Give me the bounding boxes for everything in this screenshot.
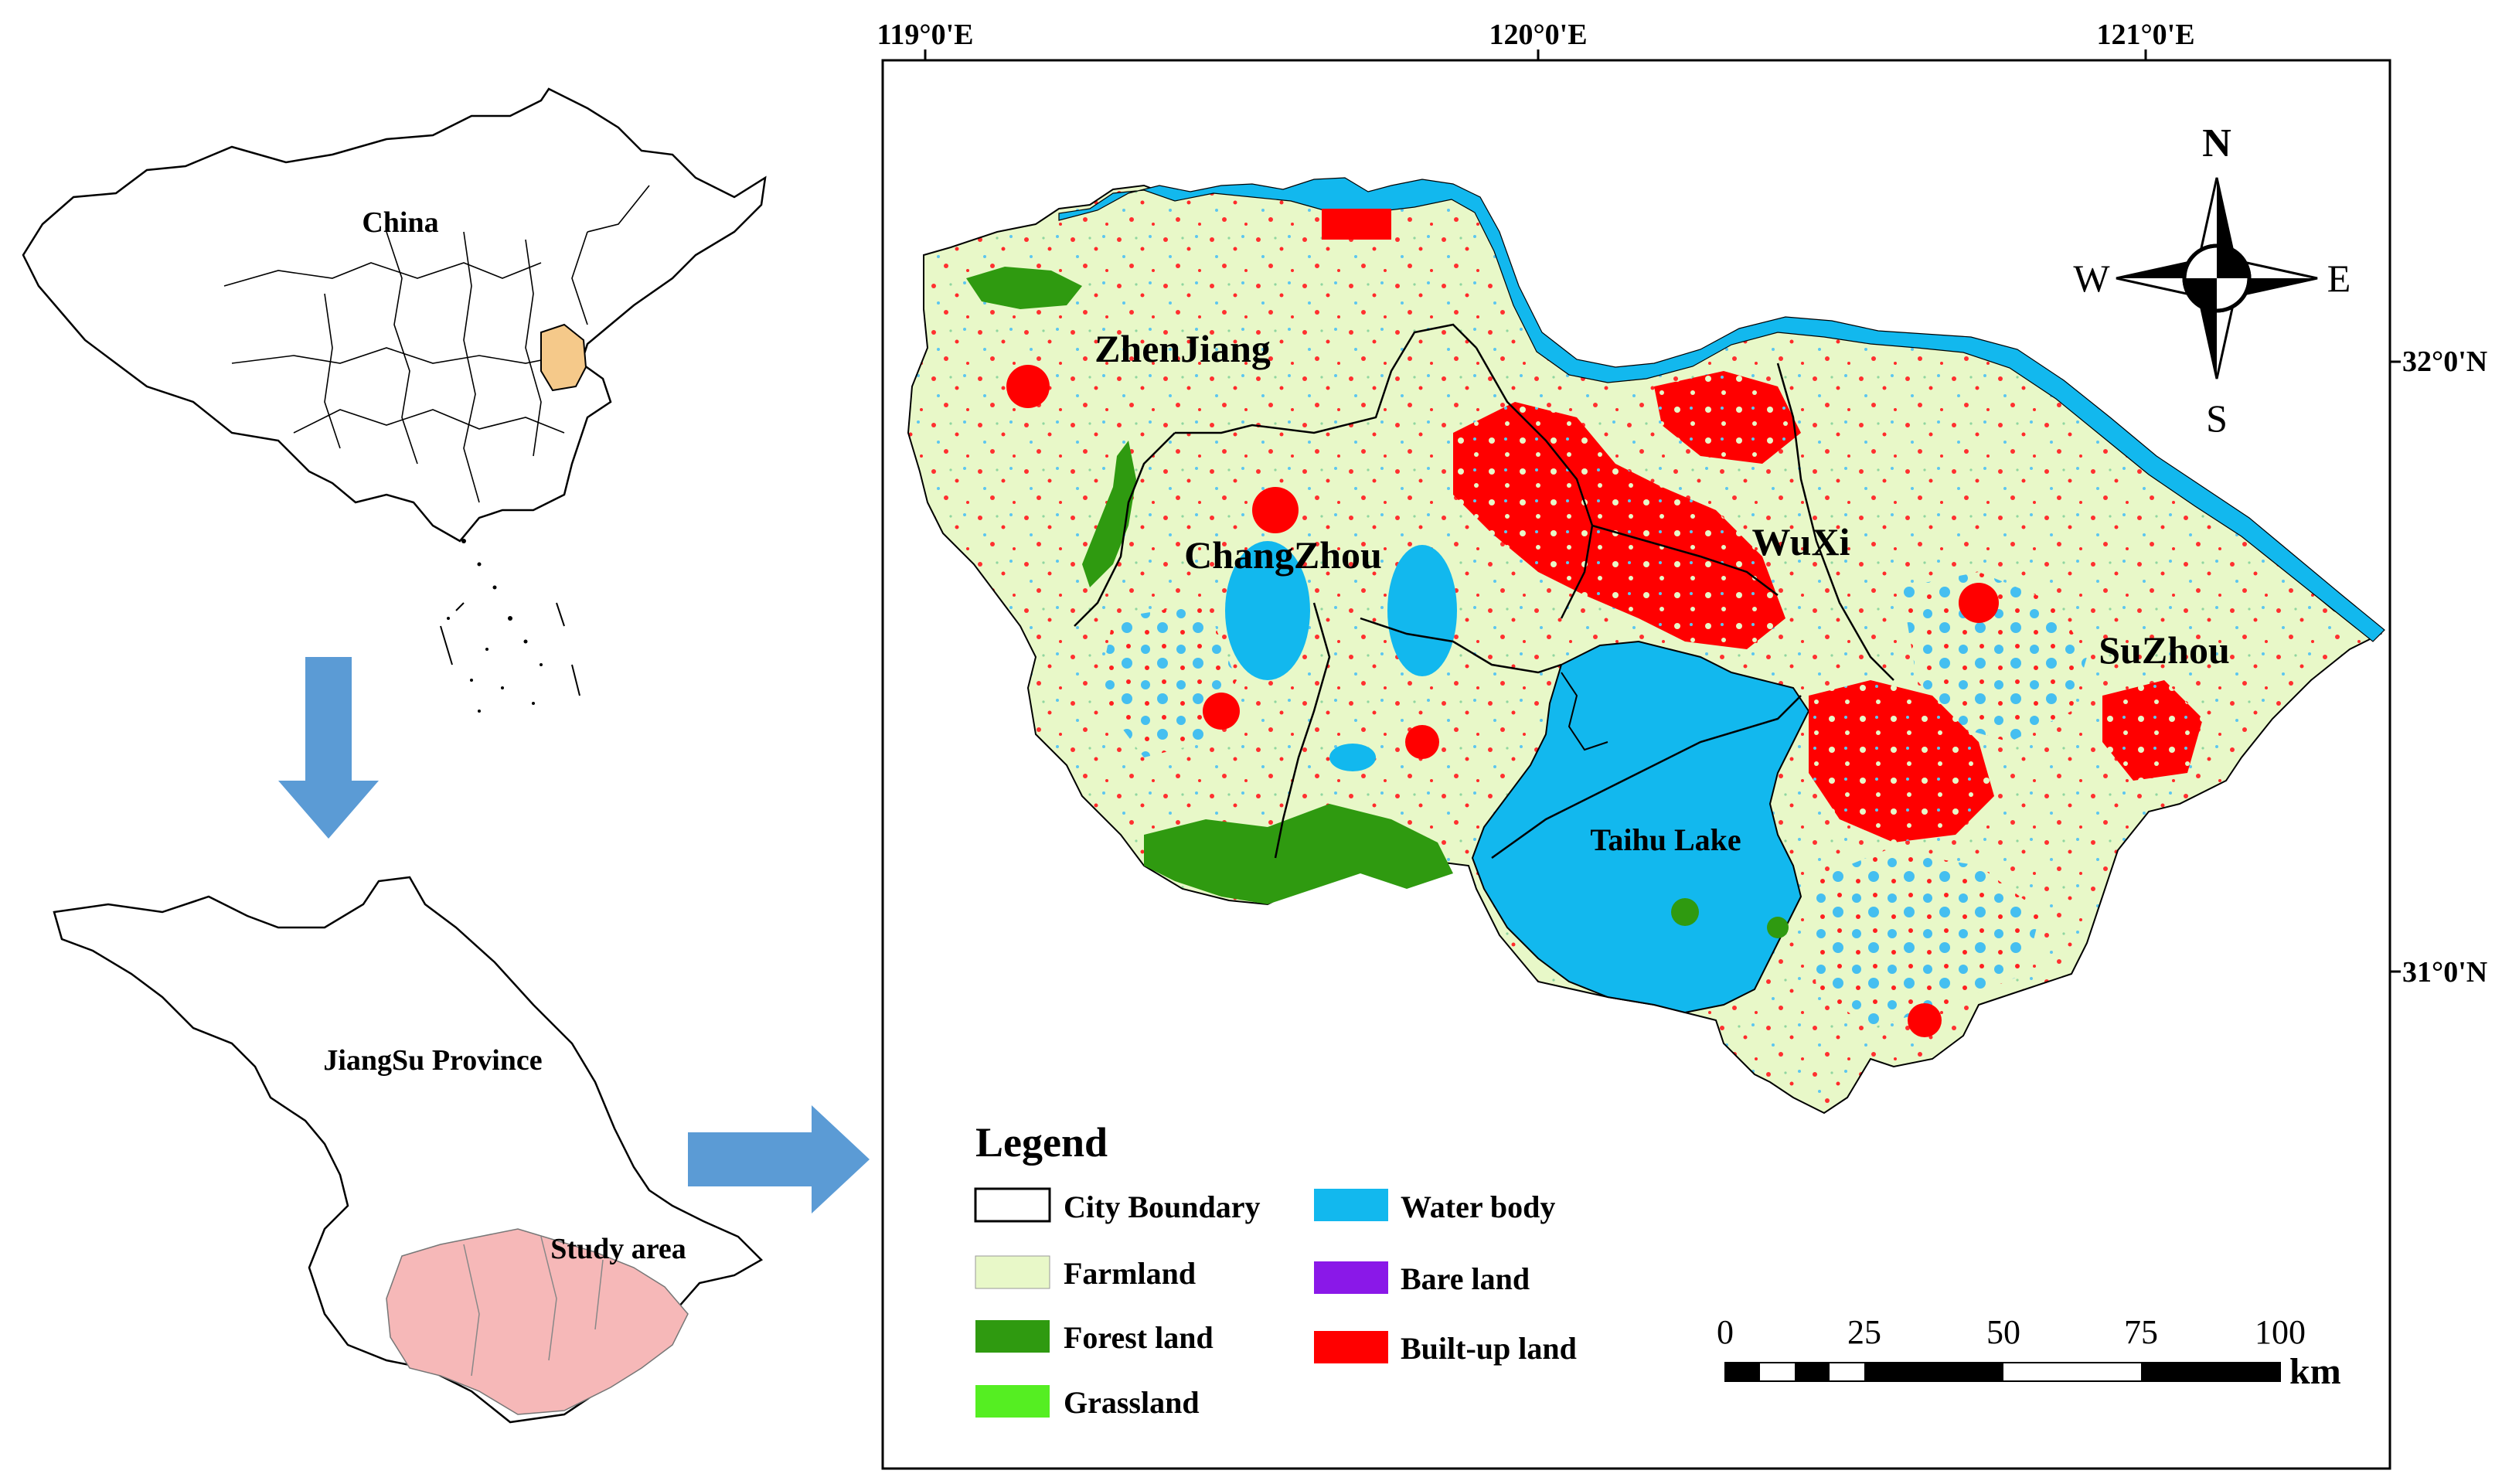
legend-label-city-boundary: City Boundary: [1064, 1190, 1261, 1224]
taihu-inlet: [1561, 672, 1608, 751]
east-lake-zone: [1901, 572, 2087, 742]
label-zhenjiang: ZhenJiang: [1094, 327, 1271, 370]
legend-label-bare: Bare land: [1401, 1261, 1530, 1296]
south-sea-islands: [447, 539, 543, 713]
legend-item-grassland: Grassland: [975, 1385, 1200, 1420]
legend-label-built: Built-up land: [1401, 1331, 1577, 1366]
built-yangzhong: [1322, 209, 1391, 240]
scale-tick-100: 100: [2255, 1313, 2306, 1351]
overview-panel: China JiangSu Province Study area: [22, 87, 870, 1424]
legend-title: Legend: [975, 1119, 1108, 1166]
scale-tick-75: 75: [2124, 1313, 2158, 1351]
study-area-divisions: [463, 1236, 604, 1377]
lat-label-32: 32°0'N: [2402, 345, 2487, 378]
study-area-label: Study area: [550, 1233, 686, 1265]
built-east: [2102, 680, 2203, 781]
label-wuxi: WuXi: [1752, 520, 1850, 563]
island-chain: [440, 602, 580, 696]
built-zhenjiang: [1006, 365, 1050, 408]
scale-tick-50: 50: [1986, 1313, 2020, 1351]
compass-e-label: E: [2327, 257, 2351, 300]
city-boundaries: [1074, 323, 1894, 859]
china-outline: [22, 87, 767, 543]
built-changzhou-center: [1252, 487, 1299, 533]
legend-item-water: Water body: [1314, 1189, 1555, 1224]
lon-label-120: 120°0'E: [1489, 19, 1587, 51]
lake-gehu: [1225, 541, 1310, 680]
legend-label-farmland: Farmland: [1064, 1256, 1196, 1291]
built-yixing: [1405, 725, 1439, 759]
built-wujiang: [1908, 1003, 1942, 1037]
legend-item-bare: Bare land: [1314, 1261, 1530, 1296]
built-kunshan: [1959, 583, 1999, 623]
legend-label-grassland: Grassland: [1064, 1385, 1200, 1420]
jiangsu-highlight: [540, 323, 587, 392]
label-suzhou: SuZhou: [2099, 628, 2230, 672]
down-arrow: [278, 657, 379, 839]
built-liyang: [1203, 693, 1240, 730]
label-taihu: Taihu Lake: [1590, 822, 1741, 857]
forest-south: [1144, 804, 1453, 904]
study-area-shape: [386, 1228, 689, 1415]
built-suzhou: [1809, 680, 1994, 842]
legend-label-water: Water body: [1401, 1190, 1555, 1224]
label-changzhou: ChangZhou: [1184, 533, 1382, 577]
lake-changdang: [1387, 545, 1457, 676]
legend-item-city-boundary: City Boundary: [974, 1187, 1261, 1224]
jiangsu-inset: JiangSu Province Study area: [53, 876, 764, 1424]
forest-taihu-island: [1671, 898, 1699, 926]
lake-small-1: [1329, 744, 1376, 771]
lon-label-119: 119°0'E: [877, 19, 973, 51]
scale-tick-25: 25: [1847, 1313, 1881, 1351]
compass-n-label: N: [2202, 121, 2231, 165]
compass-rose: N S E W: [2073, 121, 2350, 440]
province-label: JiangSu Province: [323, 1044, 542, 1077]
legend-item-forest: Forest land: [975, 1320, 1214, 1355]
china-province-lines: [223, 185, 650, 503]
forest-northwest: [966, 267, 1082, 309]
scale-bar: 0 25 50 75 100 km: [1717, 1313, 2341, 1392]
compass-w-label: W: [2073, 257, 2110, 300]
graticule-ticks: [924, 49, 2401, 973]
right-arrow: [688, 1105, 870, 1213]
main-map: 119°0'E 120°0'E 121°0'E 32°0'N 31°0'N: [877, 19, 2487, 1470]
yangtze-river: [1058, 177, 2385, 642]
legend-item-built: Built-up land: [1314, 1331, 1577, 1366]
forest-maoshan: [1082, 441, 1136, 587]
legend-item-farmland: Farmland: [975, 1255, 1196, 1291]
lat-label-31: 31°0'N: [2402, 956, 2487, 989]
land-cover-map: [907, 177, 2385, 1115]
legend-label-forest: Forest land: [1064, 1320, 1214, 1355]
west-lake-zone: [1098, 603, 1237, 757]
built-wuxi-changzhou: [1453, 402, 1785, 649]
compass-s-label: S: [2206, 397, 2228, 440]
china-inset: China: [22, 87, 767, 713]
scale-tick-0: 0: [1717, 1313, 1734, 1351]
scale-unit: km: [2289, 1351, 2341, 1392]
south-lake-zone: [1809, 850, 2041, 1028]
china-label: China: [362, 206, 438, 239]
lon-label-121: 121°0'E: [2096, 19, 2194, 51]
forest-east-hill: [1767, 917, 1789, 938]
built-north-towns: [1654, 371, 1801, 464]
legend: Legend City Boundary Farmland Forest lan…: [974, 1119, 1577, 1420]
